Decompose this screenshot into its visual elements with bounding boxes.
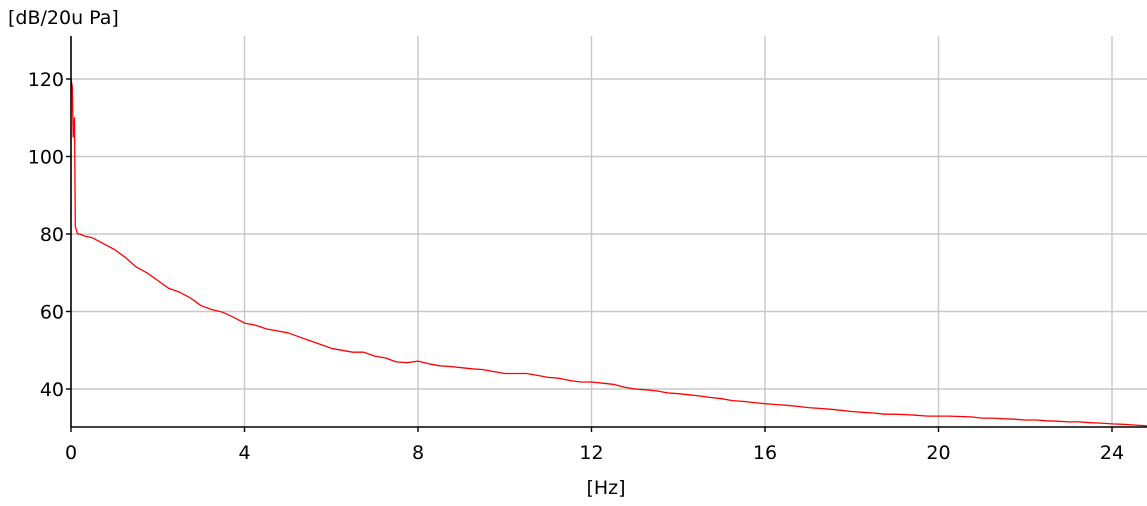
x-tick-label: 24: [1100, 442, 1124, 464]
y-axis-title: [dB/20u Pa]: [8, 7, 119, 29]
x-tick-label: 20: [926, 442, 950, 464]
series-group: [70, 78, 1147, 427]
x-tick-label: 12: [579, 442, 603, 464]
axes: [70, 36, 1147, 428]
y-tick-label: 80: [40, 224, 64, 246]
y-tick-label: 120: [28, 69, 64, 91]
y-tick-label: 40: [40, 379, 64, 401]
grid: [71, 36, 1147, 427]
y-tick-label: 100: [28, 147, 64, 169]
x-tick-label: 0: [65, 442, 77, 464]
x-tick-label: 4: [238, 442, 250, 464]
x-axis-title: [Hz]: [586, 477, 625, 499]
x-axis-ticks: 0 4 8 12 16 20 24: [65, 427, 1124, 464]
y-axis-ticks: 40 60 80 100 120: [28, 69, 71, 401]
x-tick-label: 16: [753, 442, 777, 464]
y-tick-label: 60: [40, 302, 64, 324]
x-tick-label: 8: [412, 442, 424, 464]
series-line: [70, 78, 1147, 427]
